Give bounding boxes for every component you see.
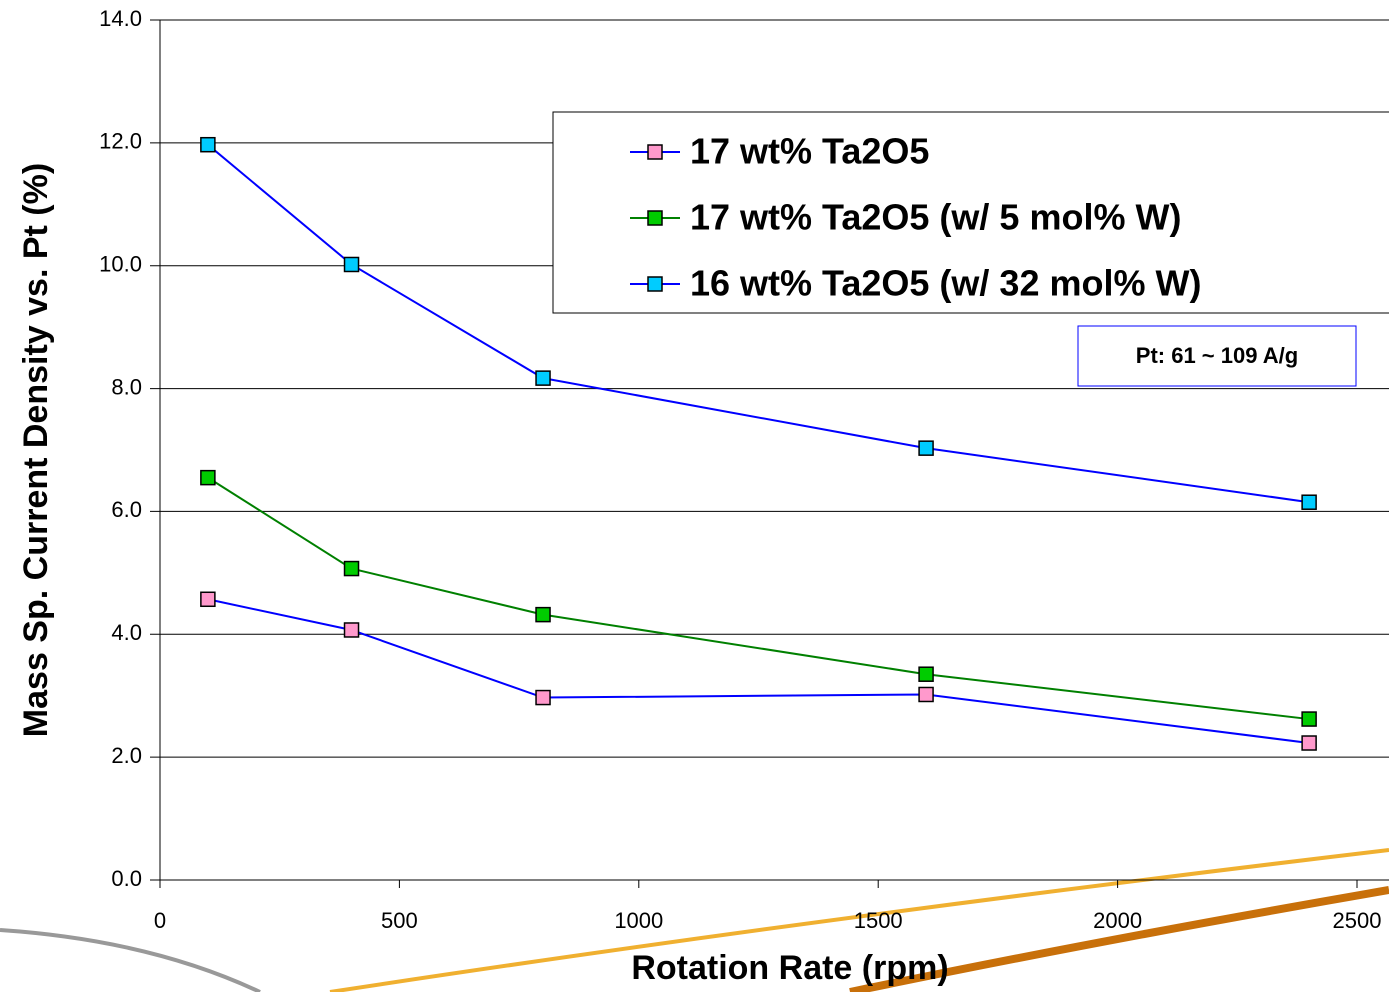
point — [200, 591, 216, 608]
x-tick-label: 2500 — [1333, 908, 1382, 933]
point — [1301, 494, 1317, 510]
decor-swoosh — [329, 848, 1389, 992]
y-tick-label: 0.0 — [111, 866, 142, 891]
y-tick-label: 4.0 — [111, 620, 142, 645]
annotation: Pt: 61 ~ 109 A/g — [1136, 343, 1298, 368]
point — [535, 689, 551, 706]
point — [200, 469, 216, 486]
y-tick-label: 6.0 — [111, 497, 142, 522]
x-tick-label: 1000 — [614, 908, 663, 933]
series-line — [207, 598, 1310, 745]
legend-label: 17 wt% Ta2O5 (w/ 5 mol% W) — [690, 197, 1181, 238]
point — [1301, 735, 1317, 751]
y-tick-label: 14.0 — [99, 6, 142, 31]
x-tick-label: 0 — [154, 908, 166, 933]
legend-label: 16 wt% Ta2O5 (w/ 32 mol% W) — [690, 263, 1201, 304]
point — [535, 370, 551, 386]
legend-marker — [647, 276, 663, 292]
point — [535, 606, 551, 623]
y-tick-label: 12.0 — [99, 129, 142, 154]
x-tick-label: 1500 — [854, 908, 903, 933]
point — [918, 666, 934, 682]
y-axis-title: Mass Sp. Current Density vs. Pt (%) — [17, 163, 55, 737]
point — [918, 440, 934, 456]
y-tick-label: 2.0 — [111, 743, 142, 768]
y-tick-label: 10.0 — [99, 252, 142, 277]
point — [343, 560, 360, 577]
point — [343, 622, 360, 638]
x-tick-label: 2000 — [1093, 908, 1142, 933]
x-tick-label: 500 — [381, 908, 418, 933]
legend-marker — [647, 210, 663, 226]
series-line — [207, 476, 1310, 721]
decor-swoosh — [849, 886, 1389, 992]
legend-marker — [647, 144, 663, 160]
legend-box — [552, 111, 1389, 314]
decor-swoosh — [0, 928, 261, 992]
point — [918, 686, 934, 703]
point — [343, 256, 360, 273]
legend-label: 17 wt% Ta2O5 — [690, 131, 929, 172]
annotation-box — [1077, 325, 1357, 387]
x-axis-title: Rotation Rate (rpm) — [631, 949, 948, 987]
point — [1301, 711, 1317, 727]
point — [200, 136, 216, 153]
y-tick-label: 8.0 — [111, 374, 142, 399]
